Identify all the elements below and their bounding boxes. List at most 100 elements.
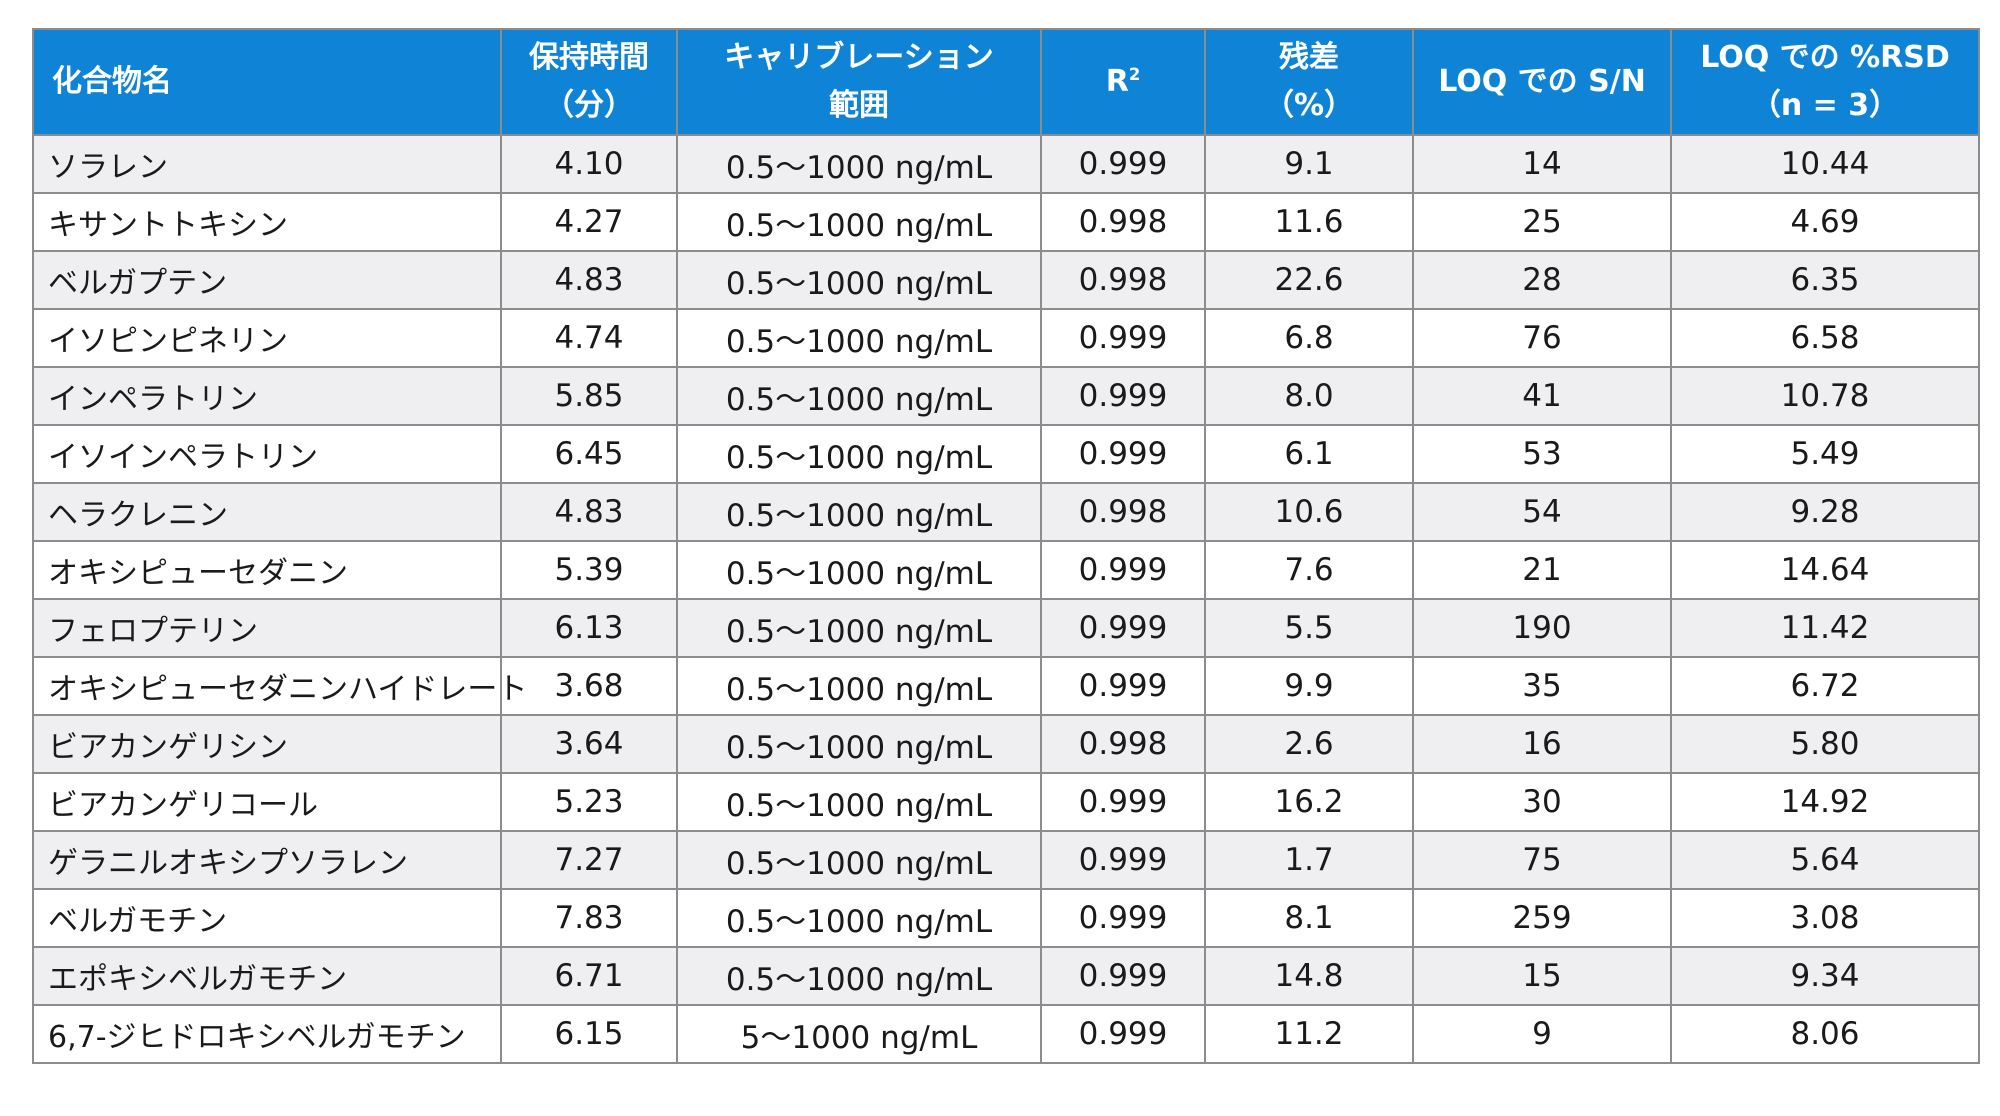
cell-retention-time: 6.71: [500, 946, 678, 1006]
table-body: ソラレン 4.10 0.5～1000 ng/mL 0.999 9.1 14 10.44 キサン…: [32, 134, 1980, 1064]
cell-retention-time: 5.23: [500, 772, 678, 832]
cell-rsd: 14.92: [1670, 772, 1980, 832]
cell-residual: 11.6: [1204, 192, 1414, 252]
cell-rsd: 5.80: [1670, 714, 1980, 774]
cell-retention-time: 3.64: [500, 714, 678, 774]
cell-retention-time: 4.83: [500, 250, 678, 310]
cell-retention-time: 6.15: [500, 1004, 678, 1064]
cell-residual: 22.6: [1204, 250, 1414, 310]
cell-signal-noise: 76: [1412, 308, 1672, 368]
cell-rsd: 11.42: [1670, 598, 1980, 658]
cell-compound-name: ゲラニルオキシプソラレン: [32, 830, 502, 890]
cell-signal-noise: 75: [1412, 830, 1672, 890]
cell-calibration-range: 0.5～1000 ng/mL: [676, 946, 1042, 1006]
cell-retention-time: 3.68: [500, 656, 678, 716]
cell-retention-time: 6.45: [500, 424, 678, 484]
cell-r-squared: 0.998: [1040, 482, 1206, 542]
table-row: キサントトキシン 4.27 0.5～1000 ng/mL 0.998 11.6 25 4.6…: [32, 192, 1980, 252]
cell-retention-time: 7.83: [500, 888, 678, 948]
cell-compound-name: ソラレン: [32, 134, 502, 194]
cell-residual: 6.8: [1204, 308, 1414, 368]
table-row: 6,7-ジヒドロキシベルガモチン 6.15 5～1000 ng/mL 0.999 11.…: [32, 1004, 1980, 1064]
cell-compound-name: インペラトリン: [32, 366, 502, 426]
cell-compound-name: オキシピューセダニンハイドレート: [32, 656, 527, 716]
cell-calibration-range: 0.5～1000 ng/mL: [676, 888, 1042, 948]
cell-rsd: 4.69: [1670, 192, 1980, 252]
cell-calibration-range: 0.5～1000 ng/mL: [676, 714, 1042, 774]
cell-retention-time: 4.74: [500, 308, 678, 368]
cell-r-squared: 0.998: [1040, 250, 1206, 310]
cell-calibration-range: 0.5～1000 ng/mL: [676, 424, 1042, 484]
cell-signal-noise: 28: [1412, 250, 1672, 310]
cell-signal-noise: 16: [1412, 714, 1672, 774]
cell-calibration-range: 0.5～1000 ng/mL: [676, 366, 1042, 426]
cell-calibration-range: 0.5～1000 ng/mL: [676, 830, 1042, 890]
cell-signal-noise: 9: [1412, 1004, 1672, 1064]
cell-residual: 16.2: [1204, 772, 1414, 832]
cell-residual: 14.8: [1204, 946, 1414, 1006]
compound-data-table: 化合物名 保持時間 （分） キャリブレーション 範囲 R2 残差 （%） LOQ…: [32, 28, 1980, 1064]
cell-compound-name: 6,7-ジヒドロキシベルガモチン: [32, 1004, 502, 1064]
cell-compound-name: ビアカンゲリシン: [32, 714, 502, 774]
header-calibration-line2: 範囲: [829, 88, 889, 123]
cell-residual: 9.9: [1204, 656, 1414, 716]
cell-signal-noise: 25: [1412, 192, 1672, 252]
cell-signal-noise: 30: [1412, 772, 1672, 832]
cell-r-squared: 0.999: [1040, 424, 1206, 484]
cell-calibration-range: 0.5～1000 ng/mL: [676, 656, 1042, 716]
cell-rsd: 14.64: [1670, 540, 1980, 600]
cell-signal-noise: 15: [1412, 946, 1672, 1006]
cell-calibration-range: 0.5～1000 ng/mL: [676, 192, 1042, 252]
cell-rsd: 6.58: [1670, 308, 1980, 368]
cell-r-squared: 0.999: [1040, 830, 1206, 890]
header-signal-noise: LOQ での S/N: [1412, 28, 1672, 136]
cell-rsd: 10.78: [1670, 366, 1980, 426]
cell-calibration-range: 0.5～1000 ng/mL: [676, 772, 1042, 832]
table-row: ベルガモチン 7.83 0.5～1000 ng/mL 0.999 8.1 259 3.08: [32, 888, 1980, 948]
cell-rsd: 8.06: [1670, 1004, 1980, 1064]
cell-compound-name: オキシピューセダニン: [32, 540, 502, 600]
header-calibration-range: キャリブレーション 範囲: [676, 28, 1042, 136]
cell-compound-name: フェロプテリン: [32, 598, 502, 658]
header-retention-time-line1: 保持時間: [529, 40, 649, 75]
cell-signal-noise: 41: [1412, 366, 1672, 426]
cell-signal-noise: 53: [1412, 424, 1672, 484]
header-rsd-line1: LOQ での %RSD: [1700, 40, 1950, 75]
table-row: イソピンピネリン 4.74 0.5～1000 ng/mL 0.999 6.8 76 6.58: [32, 308, 1980, 368]
cell-calibration-range: 0.5～1000 ng/mL: [676, 250, 1042, 310]
cell-residual: 8.0: [1204, 366, 1414, 426]
header-r-squared: R2: [1040, 28, 1206, 136]
cell-residual: 5.5: [1204, 598, 1414, 658]
cell-residual: 11.2: [1204, 1004, 1414, 1064]
cell-calibration-range: 0.5～1000 ng/mL: [676, 482, 1042, 542]
table-row: ゲラニルオキシプソラレン 7.27 0.5～1000 ng/mL 0.999 1.7 75…: [32, 830, 1980, 890]
cell-rsd: 9.34: [1670, 946, 1980, 1006]
cell-retention-time: 7.27: [500, 830, 678, 890]
cell-rsd: 5.49: [1670, 424, 1980, 484]
header-residual-line1: 残差: [1279, 40, 1339, 75]
cell-retention-time: 4.10: [500, 134, 678, 194]
table-row: ビアカンゲリコール 5.23 0.5～1000 ng/mL 0.999 16.2 30 14…: [32, 772, 1980, 832]
cell-r-squared: 0.999: [1040, 598, 1206, 658]
header-retention-time-line2: （分）: [544, 88, 634, 123]
cell-r-squared: 0.999: [1040, 366, 1206, 426]
cell-compound-name: ベルガプテン: [32, 250, 502, 310]
table-row: ヘラクレニン 4.83 0.5～1000 ng/mL 0.998 10.6 54 9.28: [32, 482, 1980, 542]
cell-retention-time: 5.39: [500, 540, 678, 600]
cell-signal-noise: 190: [1412, 598, 1672, 658]
cell-compound-name: エポキシベルガモチン: [32, 946, 502, 1006]
cell-residual: 6.1: [1204, 424, 1414, 484]
header-compound: 化合物名: [32, 28, 502, 136]
cell-compound-name: ヘラクレニン: [32, 482, 502, 542]
table-row: エポキシベルガモチン 6.71 0.5～1000 ng/mL 0.999 14.8 15 9…: [32, 946, 1980, 1006]
cell-calibration-range: 0.5～1000 ng/mL: [676, 308, 1042, 368]
cell-r-squared: 0.998: [1040, 192, 1206, 252]
cell-retention-time: 6.13: [500, 598, 678, 658]
header-residual: 残差 （%）: [1204, 28, 1414, 136]
cell-r-squared: 0.999: [1040, 888, 1206, 948]
cell-compound-name: ベルガモチン: [32, 888, 502, 948]
cell-residual: 10.6: [1204, 482, 1414, 542]
header-r-squared-base: R: [1105, 64, 1129, 99]
table-row: イソインペラトリン 6.45 0.5～1000 ng/mL 0.999 6.1 53 5.4…: [32, 424, 1980, 484]
cell-calibration-range: 5～1000 ng/mL: [676, 1004, 1042, 1064]
